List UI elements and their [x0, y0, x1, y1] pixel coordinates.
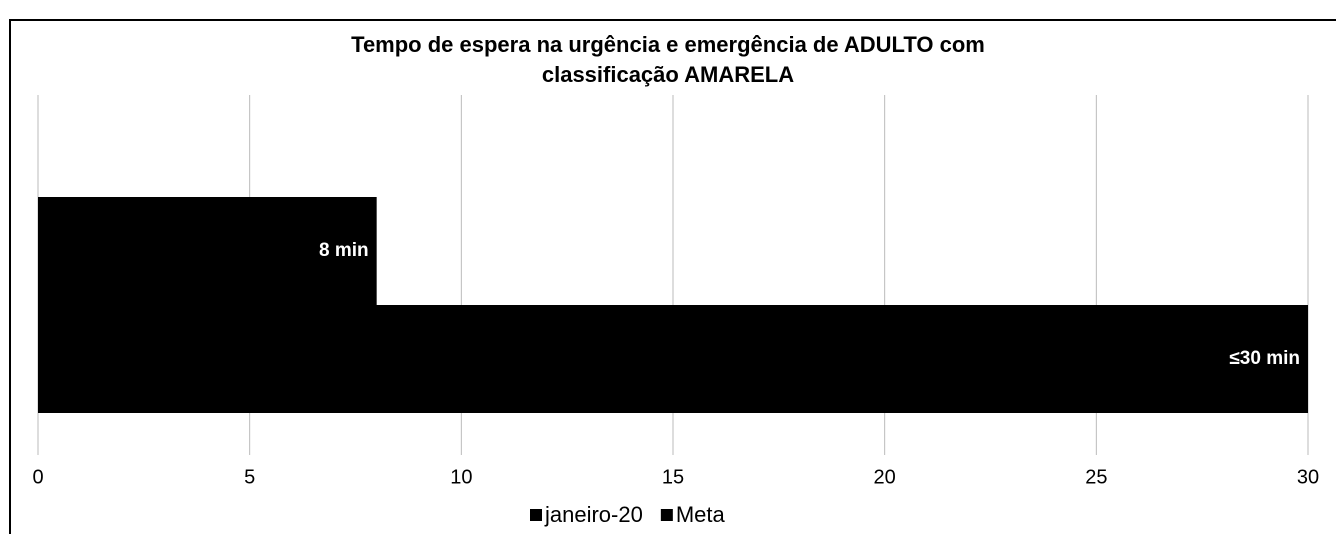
chart-title: classificação AMARELA: [542, 62, 794, 87]
legend-label: Meta: [676, 502, 726, 527]
x-tick-label: 10: [450, 466, 472, 488]
chart-title: Tempo de espera na urgência e emergência…: [351, 32, 985, 57]
legend-swatch: [660, 509, 673, 521]
x-tick-label: 20: [874, 466, 896, 488]
legend-swatch: [530, 509, 542, 521]
bar: [38, 197, 377, 305]
x-tick-label: 25: [1085, 466, 1107, 488]
x-tick-label: 15: [662, 466, 684, 488]
frame: [9, 19, 1336, 534]
legend-label: janeiro-20: [544, 502, 643, 527]
data-label: 8 min: [319, 240, 369, 261]
x-tick-label: 30: [1297, 466, 1319, 488]
data-label: ≤30 min: [1229, 348, 1300, 369]
x-tick-label: 0: [32, 466, 43, 488]
x-tick-label: 5: [244, 466, 255, 488]
bar: [38, 305, 1308, 413]
